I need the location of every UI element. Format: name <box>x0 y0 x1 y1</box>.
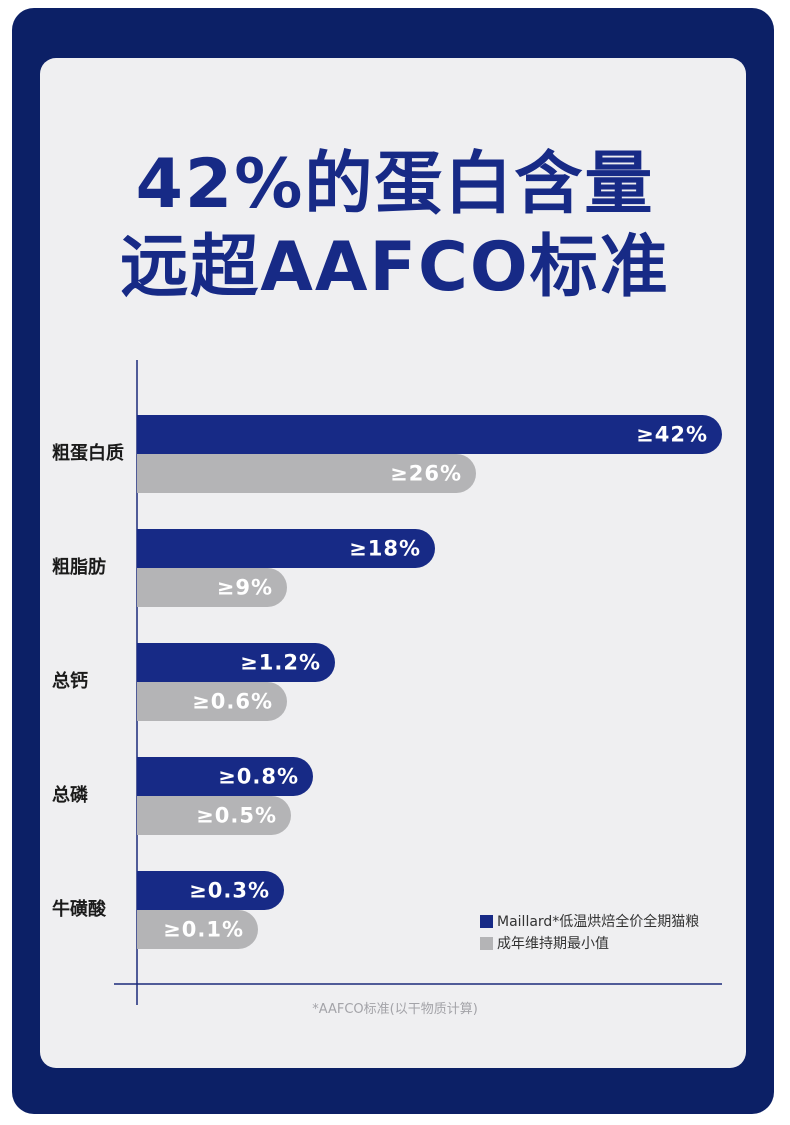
bar-label-secondary: ≥0.5% <box>196 804 277 828</box>
legend: Maillard*低温烘焙全价全期猫粮 成年维持期最小值 <box>480 910 699 954</box>
bar-label-primary: ≥0.8% <box>218 765 299 789</box>
bar-label-primary: ≥18% <box>349 537 421 561</box>
bar-secondary <box>137 682 287 721</box>
bar-primary <box>137 757 313 796</box>
legend-item-primary: Maillard*低温烘焙全价全期猫粮 <box>480 910 699 932</box>
bar-label-primary: ≥0.3% <box>189 879 270 903</box>
category-label: 总钙 <box>52 671 88 692</box>
bar-primary <box>137 529 436 568</box>
bar-secondary <box>137 454 477 493</box>
bar-label-primary: ≥42% <box>636 423 708 447</box>
bar-primary <box>137 415 722 454</box>
footnote: *AAFCO标准(以干物质计算) <box>312 1002 478 1017</box>
bar-primary <box>137 871 284 910</box>
bar-label-secondary: ≥9% <box>217 576 273 600</box>
legend-swatch-primary <box>480 914 493 928</box>
bar-primary <box>137 643 335 682</box>
category-label: 粗脂肪 <box>52 557 106 578</box>
legend-item-secondary: 成年维持期最小值 <box>480 932 699 954</box>
legend-label-primary: Maillard*低温烘焙全价全期猫粮 <box>497 914 700 930</box>
page-title-line2: 远超AAFCO标准 <box>120 228 670 307</box>
legend-swatch-secondary <box>480 936 493 950</box>
bar-secondary <box>137 796 291 835</box>
bar-label-primary: ≥1.2% <box>240 651 321 675</box>
category-label: 粗蛋白质 <box>52 443 124 464</box>
category-label: 牛磺酸 <box>52 899 106 920</box>
bar-label-secondary: ≥0.1% <box>163 918 244 942</box>
legend-label-secondary: 成年维持期最小值 <box>497 936 609 952</box>
bar-secondary <box>137 568 287 607</box>
bar-secondary <box>137 910 258 949</box>
bar-label-secondary: ≥0.6% <box>192 690 273 714</box>
bar-label-secondary: ≥26% <box>390 462 462 486</box>
category-label: 总磷 <box>52 785 88 806</box>
page-title-line1: 42%的蛋白含量 <box>135 145 655 224</box>
